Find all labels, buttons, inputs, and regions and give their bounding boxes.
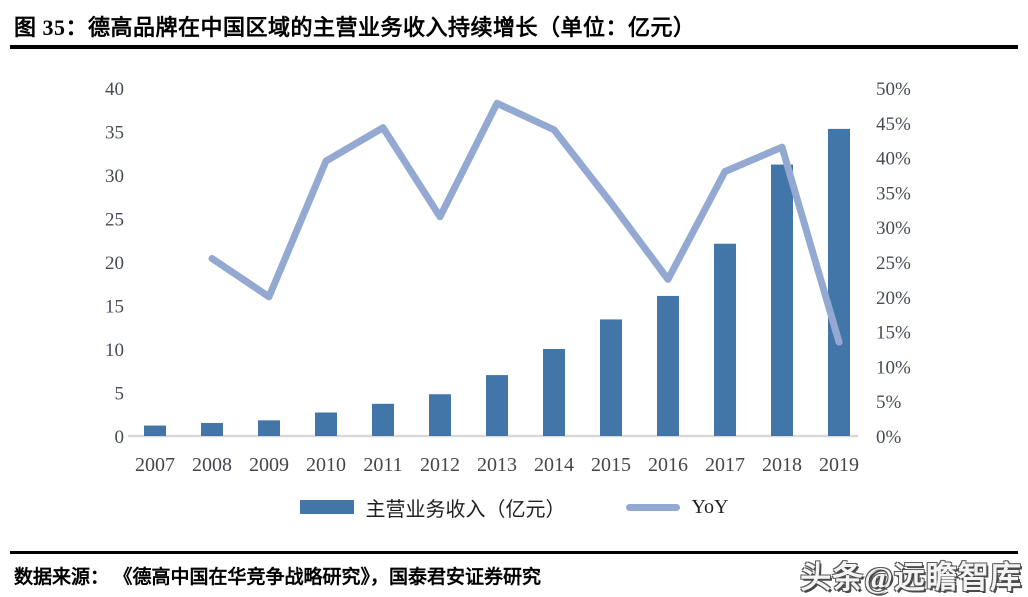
right-axis-tick: 30% — [876, 218, 911, 239]
right-axis-tick: 40% — [876, 149, 911, 170]
x-axis-label-2014: 2014 — [534, 454, 574, 476]
x-axis-label-2019: 2019 — [819, 454, 859, 476]
left-axis-tick: 30 — [105, 166, 124, 187]
right-axis-tick: 20% — [876, 288, 911, 309]
chart-canvas: 0 5 10 15 20 25 30 35 40 0% 5% 10% 15% 20% 25% 30% 35% 40… — [105, 79, 911, 476]
source-text: 《德高中国在华竞争战略研究》，国泰君安证券研究 — [123, 567, 542, 588]
left-axis-tick: 10 — [105, 340, 124, 361]
bar-2015 — [600, 319, 622, 436]
right-axis-tick: 25% — [876, 253, 911, 274]
bar-2008 — [201, 422, 223, 436]
x-axis-label-2016: 2016 — [648, 454, 688, 476]
legend-label-yoy: YoY — [691, 495, 729, 518]
bar-2013 — [486, 375, 508, 436]
x-axis-label-2010: 2010 — [306, 454, 346, 476]
bar-2014 — [543, 349, 565, 436]
left-axis-tick: 20 — [105, 253, 124, 274]
x-axis-label-2008: 2008 — [192, 454, 232, 476]
x-axis-label-2011: 2011 — [363, 454, 402, 476]
legend-item-yoy: YoY — [625, 495, 729, 519]
left-axis-tick: 25 — [105, 210, 124, 231]
title-divider — [10, 45, 1018, 49]
bar-series-swatch — [299, 500, 354, 514]
bar-2010 — [315, 412, 337, 436]
watermark: 头条@远瞻智库 — [800, 560, 1022, 595]
yoy-line — [208, 99, 843, 346]
bar-2018 — [771, 164, 793, 436]
chart-legend: 主营业务收入（亿元） YoY — [0, 492, 1028, 522]
right-axis-tick: 45% — [876, 114, 911, 135]
x-axis-label-2012: 2012 — [420, 454, 460, 476]
left-axis-tick: 15 — [105, 297, 124, 318]
left-axis-tick: 5 — [115, 384, 125, 405]
right-axis-tick: 15% — [876, 323, 911, 344]
line-series-swatch — [625, 503, 680, 511]
source-label: 数据来源： — [14, 567, 110, 588]
x-axis-label-2018: 2018 — [762, 454, 802, 476]
legend-item-revenue: 主营业务收入（亿元） — [299, 493, 566, 522]
bar-2019 — [828, 128, 850, 436]
x-axis-label-2013: 2013 — [477, 454, 517, 476]
figure-title: 图 35：德高品牌在中国区域的主营业务收入持续增长（单位：亿元） — [14, 15, 696, 40]
x-axis-label-2007: 2007 — [135, 454, 175, 476]
bar-2007 — [144, 425, 166, 436]
source-divider — [10, 551, 1018, 554]
x-axis-label-2009: 2009 — [249, 454, 289, 476]
right-axis-tick: 10% — [876, 357, 911, 378]
bar-2009 — [258, 420, 280, 436]
bar-2012 — [429, 394, 451, 436]
source-note: 数据来源： 《德高中国在华竞争战略研究》，国泰君安证券研究 — [14, 562, 541, 589]
right-axis-tick: 35% — [876, 183, 911, 204]
right-axis-tick: 50% — [876, 79, 911, 100]
revenue-yoy-chart: 0 5 10 15 20 25 30 35 40 0% 5% 10% 15% 20% 25% 30% 35% 40… — [0, 52, 1028, 477]
right-axis-tick: 5% — [876, 392, 902, 413]
left-axis-tick: 35 — [105, 123, 124, 144]
legend-label-revenue: 主营业务收入（亿元） — [365, 498, 566, 521]
bar-2011 — [372, 403, 394, 436]
left-axis-tick: 0 — [115, 427, 125, 448]
left-axis-tick: 40 — [105, 79, 124, 100]
bar-2016 — [657, 295, 679, 436]
x-axis-label-2015: 2015 — [591, 454, 631, 476]
x-axis-label-2017: 2017 — [705, 454, 745, 476]
bar-2017 — [714, 243, 736, 436]
right-axis-tick: 0% — [876, 427, 902, 448]
